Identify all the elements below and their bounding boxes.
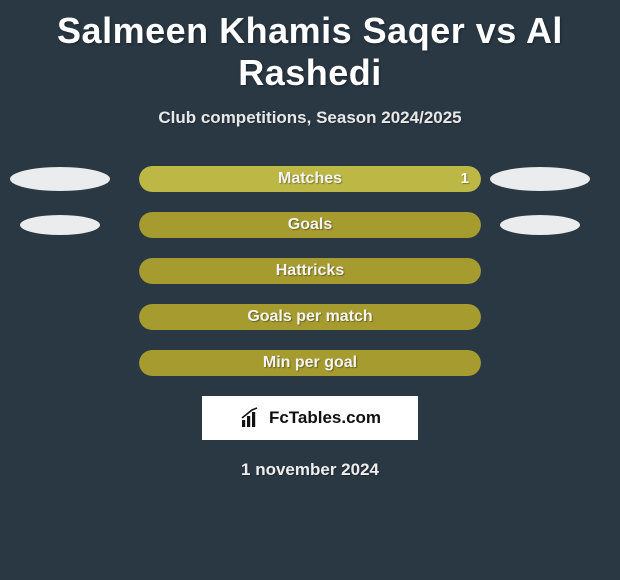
left-bubble <box>10 167 110 191</box>
bar-wrap: Hattricks <box>139 258 481 284</box>
brand-inner: FcTables.com <box>239 406 381 430</box>
bar-right-value: 1 <box>461 166 469 192</box>
bar-wrap: Matches1 <box>139 166 481 192</box>
bar-label: Hattricks <box>139 258 481 284</box>
brand-text: FcTables.com <box>269 408 381 428</box>
subtitle: Club competitions, Season 2024/2025 <box>0 108 620 128</box>
comparison-rows: Matches1 Goals Hattricks Goals per match Min… <box>0 166 620 376</box>
stat-row: Matches1 <box>0 166 620 192</box>
date-line: 1 november 2024 <box>0 460 620 480</box>
stat-row: Goals <box>0 212 620 238</box>
page-title: Salmeen Khamis Saqer vs Al Rashedi <box>0 0 620 94</box>
bar-label: Min per goal <box>139 350 481 376</box>
stat-row: Min per goal <box>0 350 620 376</box>
bar-wrap: Goals per match <box>139 304 481 330</box>
bar-wrap: Min per goal <box>139 350 481 376</box>
bar-wrap: Goals <box>139 212 481 238</box>
right-bubble <box>490 167 590 191</box>
stat-row: Hattricks <box>0 258 620 284</box>
bar-label: Goals per match <box>139 304 481 330</box>
stat-row: Goals per match <box>0 304 620 330</box>
brand-box: FcTables.com <box>202 396 418 440</box>
bar-label: Matches <box>139 166 481 192</box>
bar-label: Goals <box>139 212 481 238</box>
left-bubble <box>20 215 100 235</box>
bar-chart-icon <box>239 406 263 430</box>
right-bubble <box>500 215 580 235</box>
